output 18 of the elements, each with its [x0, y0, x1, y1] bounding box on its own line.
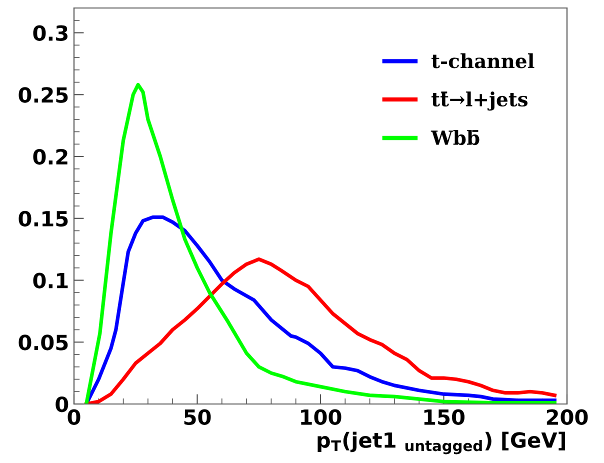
x-tick-label: 100 — [301, 409, 342, 425]
x-tick-label: 0 — [68, 409, 80, 425]
x-tick-label: 200 — [546, 409, 588, 425]
y-tick-label: 0.15 — [18, 210, 68, 227]
line-series — [84, 82, 556, 404]
legend-label: tt̄→l+jets — [432, 91, 528, 111]
y-tick-label: 0.3 — [33, 25, 68, 41]
y-tick-label: 0 — [56, 396, 68, 412]
x-tick-label: 50 — [184, 409, 211, 425]
x-tick-label: 150 — [424, 409, 464, 425]
y-tick-label: 0.25 — [18, 87, 68, 103]
x-axis-title: p$_{T}$(jet1 $_{untagged}$) [GeV] — [318, 432, 566, 454]
y-tick-label: 0.1 — [33, 272, 68, 288]
line-series — [84, 257, 556, 404]
y-tick-label: 0.05 — [18, 334, 68, 350]
legend-label: Wbb̄ — [430, 130, 480, 146]
y-tick-label: 0.2 — [33, 148, 68, 165]
legend-label: t-channel — [432, 53, 534, 68]
